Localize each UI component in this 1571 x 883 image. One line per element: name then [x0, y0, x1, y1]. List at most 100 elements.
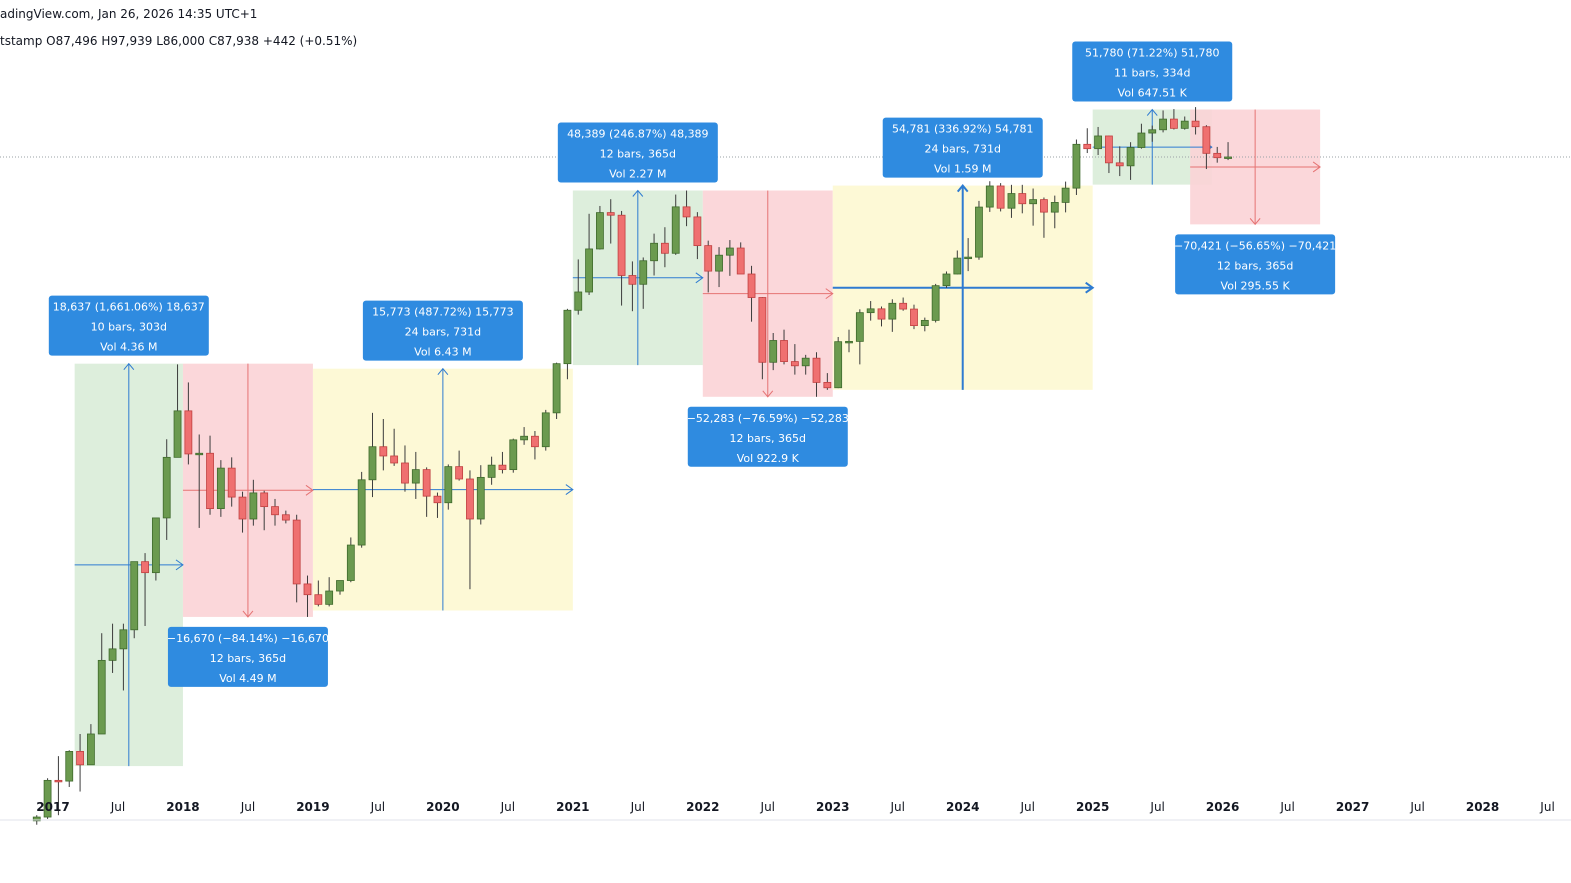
measure-arrow-v-m6 — [956, 184, 969, 193]
candle-body — [1105, 135, 1113, 164]
measure-label-line-2: 24 bars, 731d — [924, 143, 1000, 156]
measure-arrow-h-m8 — [1312, 161, 1321, 173]
candle-body — [1083, 143, 1092, 150]
candle-body — [54, 779, 63, 783]
candle-body — [108, 648, 117, 661]
candle-body — [281, 514, 290, 521]
candle-2022-11 — [812, 352, 821, 397]
candle-2017-02 — [65, 750, 74, 787]
candle-body — [346, 544, 355, 581]
candle-2022-02 — [715, 247, 723, 288]
candle-body — [682, 206, 691, 218]
x-tick-label: 2027 — [1336, 800, 1369, 814]
candle-2018-09 — [271, 498, 279, 526]
candle-body — [87, 733, 95, 766]
candle-body — [639, 260, 648, 285]
candle-body — [357, 479, 366, 546]
ohlc-legend: tstamp O87,496 H97,939 L86,000 C87,938 +… — [0, 34, 358, 48]
candle-body — [1072, 143, 1081, 189]
x-tick-label: Jul — [1539, 800, 1554, 814]
candle-body — [184, 410, 193, 455]
candle-2025-01 — [1094, 126, 1102, 156]
candle-2021-04 — [606, 199, 615, 244]
candle-body — [466, 478, 474, 520]
candle-2023-01 — [834, 336, 843, 389]
measure-label-line-1: 15,773 (487.72%) 15,773 — [372, 306, 514, 319]
candle-2018-11 — [292, 514, 301, 603]
measure-label-box — [48, 295, 209, 356]
candle-2021-10 — [671, 194, 680, 255]
candle-2025-06 — [1148, 125, 1157, 142]
candle-2023-02 — [845, 329, 853, 353]
measure-arrow-h-m1 — [175, 559, 184, 571]
candle-body — [899, 302, 908, 310]
candle-body — [953, 257, 962, 275]
measure-label-box — [1072, 41, 1233, 102]
measure-label-box — [882, 117, 1043, 178]
candle-2018-12 — [303, 575, 312, 617]
candle-2017-11 — [162, 439, 171, 540]
candle-2023-12 — [953, 250, 962, 275]
candle-2017-01 — [54, 756, 63, 816]
candle-2023-11 — [942, 271, 951, 288]
candle-body — [1170, 118, 1178, 129]
measure-lines — [74, 108, 1321, 767]
candle-2018-10 — [281, 510, 290, 524]
candle-body — [271, 506, 279, 516]
measure-label-m5: −52,283 (−76.59%) −52,283 12 bars, 365d Vo… — [687, 406, 849, 467]
candle-body — [812, 357, 821, 383]
candle-body — [216, 467, 225, 510]
candle-2019-01 — [314, 580, 323, 607]
candle-2016-12 — [43, 778, 52, 819]
candle-body — [119, 629, 128, 650]
candle-2024-11 — [1072, 139, 1081, 195]
candle-body — [942, 273, 951, 287]
candle-body — [325, 590, 334, 605]
x-tick-label: Jul — [630, 800, 645, 814]
x-tick-label: Jul — [760, 800, 775, 814]
candle-body — [390, 455, 399, 464]
candle-body — [606, 212, 615, 216]
measure-arrow-v-m5 — [762, 390, 774, 398]
measure-label-line-3: Vol 647.51 K — [1118, 87, 1188, 100]
candle-body — [1040, 199, 1048, 213]
candle-body — [964, 256, 973, 260]
candle-2022-05 — [747, 265, 756, 322]
measure-label-line-3: Vol 4.49 M — [219, 672, 276, 685]
x-tick-label: 2018 — [166, 800, 199, 814]
candle-body — [888, 302, 897, 320]
candle-2022-09 — [790, 344, 799, 375]
candle-2019-06 — [368, 412, 377, 498]
candle-2021-03 — [596, 205, 604, 250]
x-tick-label: 2028 — [1466, 800, 1499, 814]
candle-body — [227, 467, 236, 498]
candle-2019-03 — [336, 580, 344, 595]
candle-body — [975, 206, 983, 258]
measure-label-line-1: −16,670 (−84.14%) −16,670 — [167, 632, 329, 645]
x-tick-label: 2020 — [426, 800, 459, 814]
measure-label-line-2: 12 bars, 365d — [1217, 259, 1293, 272]
measure-label-line-1: 54,781 (336.92%) 54,781 — [892, 123, 1034, 136]
candle-body — [498, 464, 507, 471]
x-tick-label: Jul — [889, 800, 904, 814]
measure-label-box — [557, 122, 718, 183]
candle-2017-09 — [141, 553, 149, 626]
candle-2024-10 — [1061, 181, 1070, 213]
measure-labels: 18,637 (1,661.06%) 18,637 10 bars, 303d Vo… — [48, 41, 1336, 687]
candle-2022-06 — [758, 297, 767, 380]
measure-label-line-3: Vol 4.36 M — [100, 341, 157, 354]
candle-body — [173, 410, 182, 458]
measure-label-line-2: 24 bars, 731d — [405, 326, 481, 339]
measure-label-line-3: Vol 6.43 M — [414, 346, 471, 359]
candle-2020-01 — [444, 464, 453, 510]
candle-2019-02 — [325, 577, 334, 607]
candle-2024-06 — [1018, 184, 1027, 214]
measure-label-line-3: Vol 2.27 M — [609, 168, 666, 181]
candle-body — [379, 446, 388, 457]
candle-body — [671, 206, 680, 254]
candle-2019-07 — [379, 418, 388, 471]
candle-2018-06 — [238, 491, 247, 533]
candle-2023-08 — [910, 304, 918, 330]
candle-body — [151, 517, 160, 574]
